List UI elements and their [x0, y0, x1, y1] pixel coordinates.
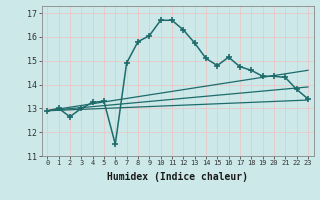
- X-axis label: Humidex (Indice chaleur): Humidex (Indice chaleur): [107, 172, 248, 182]
